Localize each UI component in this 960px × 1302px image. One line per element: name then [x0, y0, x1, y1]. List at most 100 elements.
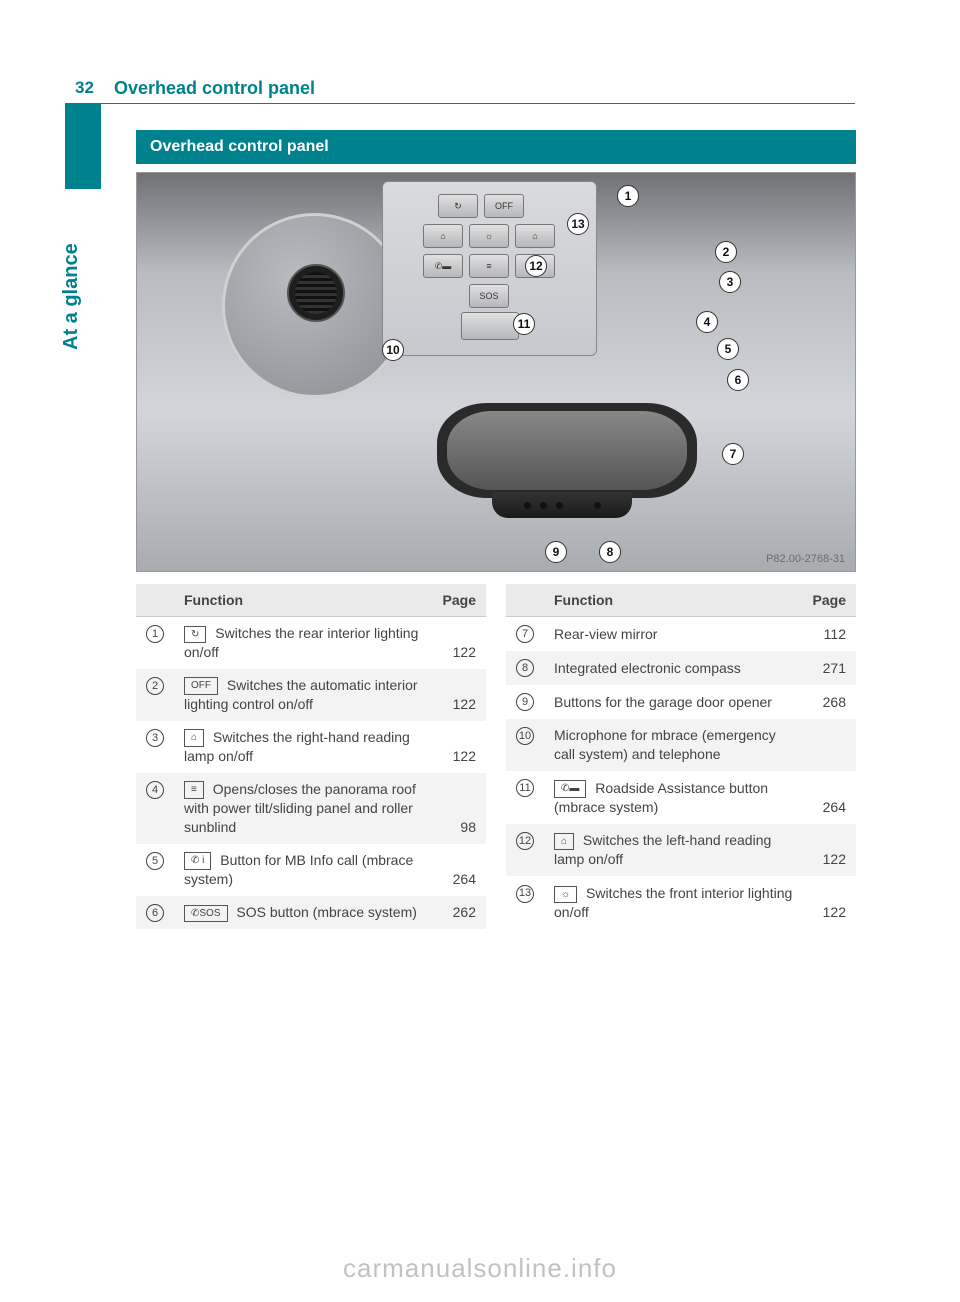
row-page: 98 — [433, 773, 486, 844]
table-header-function: Function — [544, 584, 803, 617]
row-page: 271 — [803, 651, 856, 685]
row-number: 6 — [136, 896, 174, 929]
panel-button: ⌂ — [515, 224, 555, 248]
row-function: ≡ Opens/closes the panorama roof with po… — [174, 773, 433, 844]
row-page: 122 — [803, 876, 856, 929]
side-tab — [65, 104, 101, 189]
garage-button-dot — [524, 502, 531, 509]
panel-button — [461, 312, 519, 340]
header-rule — [65, 103, 855, 104]
row-function: ☼ Switches the front interior lighting o… — [544, 876, 803, 929]
lamp-icon: ⌂ — [184, 729, 204, 747]
row-function: Integrated electronic compass — [544, 651, 803, 685]
row-number: 12 — [506, 824, 544, 877]
callout-5: 5 — [717, 338, 739, 360]
callout-4: 4 — [696, 311, 718, 333]
light-icon: ☼ — [554, 886, 577, 904]
row-page — [803, 719, 856, 771]
row-number: 7 — [506, 617, 544, 651]
lamp-icon: ⌂ — [554, 833, 574, 851]
row-page: 262 — [433, 896, 486, 929]
row-number: 11 — [506, 771, 544, 824]
row-number: 3 — [136, 721, 174, 773]
callout-10: 10 — [382, 339, 404, 361]
content-area: Overhead control panel ↻ OFF ⌂ ☼ ⌂ ✆▬ ≡ … — [136, 130, 856, 929]
row-page: 122 — [433, 721, 486, 773]
compass-dot — [594, 502, 601, 509]
row-function: ↻ Switches the rear interior lighting on… — [174, 617, 433, 669]
rearview-mirror — [417, 373, 717, 533]
section-title-bar: Overhead control panel — [136, 130, 856, 164]
row-number: 9 — [506, 685, 544, 719]
page-header-title: Overhead control panel — [114, 78, 315, 99]
panel-button: ⌂ — [423, 224, 463, 248]
table-header-page: Page — [433, 584, 486, 617]
row-function: Rear-view mirror — [544, 617, 803, 651]
row-function: Microphone for mbrace (emergency call sy… — [544, 719, 803, 771]
row-page: 264 — [803, 771, 856, 824]
row-function: ⌂ Switches the right-hand reading lamp o… — [174, 721, 433, 773]
callout-11: 11 — [513, 313, 535, 335]
row-page: 122 — [803, 824, 856, 877]
panel-button: ✆▬ — [423, 254, 463, 278]
row-number: 8 — [506, 651, 544, 685]
switch-icon: OFF — [184, 677, 218, 695]
assist-icon: ✆▬ — [554, 780, 586, 798]
sos-icon: ✆SOS — [184, 905, 228, 923]
row-page: 112 — [803, 617, 856, 651]
panel-button: ☼ — [469, 224, 509, 248]
function-table-left: Function Page 1 ↻ Switches the rear inte… — [136, 584, 486, 929]
row-function: ✆▬ Roadside Assistance button (mbrace sy… — [544, 771, 803, 824]
function-table-right: Function Page 7 Rear-view mirror 112 8 I… — [506, 584, 856, 929]
row-page: 264 — [433, 844, 486, 896]
callout-8: 8 — [599, 541, 621, 563]
mirror-base — [492, 492, 632, 518]
figure-reference: P82.00-2768-31 — [766, 553, 845, 565]
row-number: 13 — [506, 876, 544, 929]
switch-icon: ↻ — [184, 626, 206, 644]
info-icon: ✆ i — [184, 852, 211, 870]
table-header-blank — [136, 584, 174, 617]
row-function: OFF Switches the automatic interior ligh… — [174, 669, 433, 721]
panel-button: ↻ — [438, 194, 478, 218]
page-number: 32 — [75, 78, 94, 98]
row-function: ✆ i Button for MB Info call (mbrace syst… — [174, 844, 433, 896]
callout-7: 7 — [722, 443, 744, 465]
inset-detail-circle — [222, 213, 407, 398]
row-page: 122 — [433, 617, 486, 669]
watermark-text: carmanualsonline.info — [0, 1253, 960, 1284]
callout-12: 12 — [525, 255, 547, 277]
garage-button-dot — [556, 502, 563, 509]
roof-icon: ≡ — [184, 781, 204, 799]
section-side-label: At a glance — [60, 243, 83, 350]
callout-1: 1 — [617, 185, 639, 207]
callout-6: 6 — [727, 369, 749, 391]
row-function: Buttons for the garage door opener — [544, 685, 803, 719]
mirror-glass — [447, 411, 687, 490]
callout-13: 13 — [567, 213, 589, 235]
overhead-panel-figure: ↻ OFF ⌂ ☼ ⌂ ✆▬ ≡ ✆i SOS — [136, 172, 856, 572]
row-number: 10 — [506, 719, 544, 771]
row-number: 1 — [136, 617, 174, 669]
row-function: ✆SOS SOS button (mbrace system) — [174, 896, 433, 929]
row-page: 268 — [803, 685, 856, 719]
row-number: 5 — [136, 844, 174, 896]
table-header-blank — [506, 584, 544, 617]
panel-button: ≡ — [469, 254, 509, 278]
callout-9: 9 — [545, 541, 567, 563]
panel-button: OFF — [484, 194, 524, 218]
row-number: 2 — [136, 669, 174, 721]
callout-3: 3 — [719, 271, 741, 293]
row-page: 122 — [433, 669, 486, 721]
row-function: ⌂ Switches the left-hand reading lamp on… — [544, 824, 803, 877]
row-number: 4 — [136, 773, 174, 844]
panel-button: SOS — [469, 284, 509, 308]
overhead-button-panel: ↻ OFF ⌂ ☼ ⌂ ✆▬ ≡ ✆i SOS — [382, 181, 597, 356]
table-header-function: Function — [174, 584, 433, 617]
function-tables: Function Page 1 ↻ Switches the rear inte… — [136, 584, 856, 929]
garage-button-dot — [540, 502, 547, 509]
microphone-vent — [287, 264, 345, 322]
table-header-page: Page — [803, 584, 856, 617]
callout-2: 2 — [715, 241, 737, 263]
mirror-frame — [437, 403, 697, 498]
